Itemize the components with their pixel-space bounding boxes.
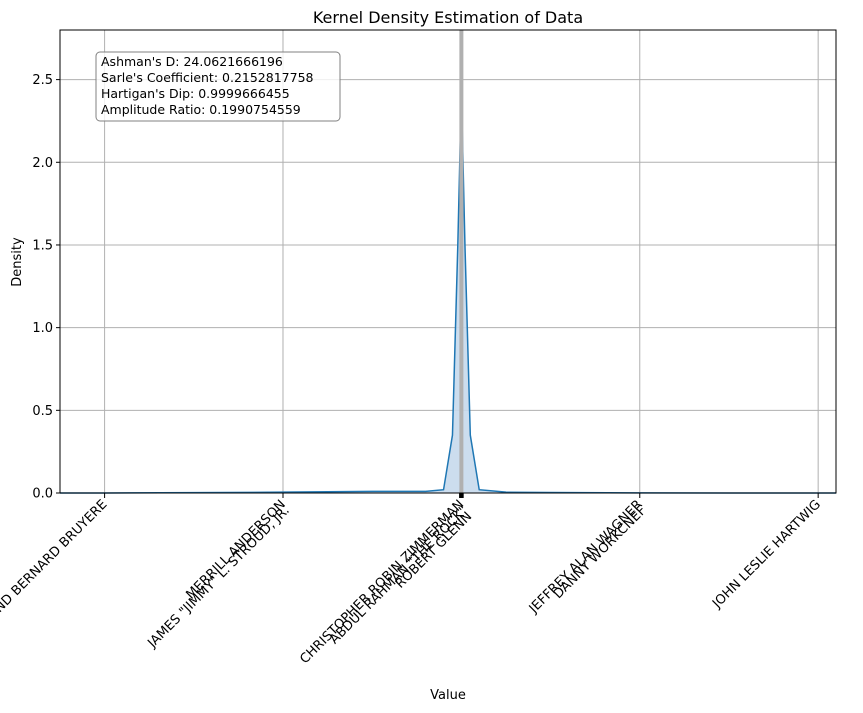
y-tick-label: 1.5 [32, 238, 53, 253]
x-axis-ticks: EDMUND BERNARD BRUYERE MERRILL ANDERSONJA… [0, 493, 824, 667]
x-tick-label: EDMUND BERNARD BRUYERE [0, 497, 110, 643]
stats-box: Ashman's D: 24.0621666196 Sarle's Coeffi… [95, 51, 341, 122]
chart-title: Kernel Density Estimation of Data [313, 8, 583, 27]
stats-ashmans-d: Ashman's D: 24.0621666196 [101, 54, 283, 69]
y-tick-label: 1.0 [32, 321, 53, 336]
y-axis-label: Density [10, 237, 25, 287]
stats-sarles-coefficient: Sarle's Coefficient: 0.2152817758 [101, 70, 314, 85]
y-tick-label: 0.0 [32, 487, 53, 502]
y-tick-label: 2.5 [32, 73, 53, 88]
x-tick-label: JAMES "JIMMY" L. STROUD, JR. [145, 503, 293, 651]
x-tick-label: DANNY WORKCNEF [551, 503, 650, 602]
y-tick-label: 0.5 [32, 404, 53, 419]
plot-frame [59, 29, 837, 494]
x-tick-label: JOHN LESLIE HARTWIG [709, 497, 824, 612]
stats-box-frame [95, 51, 341, 122]
density-fill [60, 92, 836, 493]
density-area-layer [60, 92, 836, 494]
y-tick-label: 2.0 [32, 156, 53, 171]
y-axis-ticks: 0.0 0.5 1.0 1.5 2.0 2.5 [32, 73, 60, 502]
density-line [60, 92, 836, 494]
stats-hartigans-dip: Hartigan's Dip: 0.9999666455 [101, 86, 290, 101]
x-axis-label: Value [430, 688, 466, 703]
stats-amplitude-ratio: Amplitude Ratio: 0.1990754559 [101, 102, 301, 117]
